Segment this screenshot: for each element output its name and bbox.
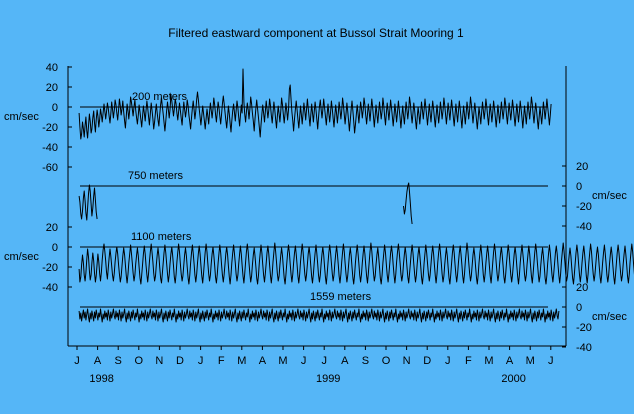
panel-750m: 20 0 -20 -40 cm/sec 750 meters bbox=[78, 161, 627, 233]
y-tick-label: 0 bbox=[576, 181, 582, 193]
y-tick-label: 20 bbox=[576, 161, 588, 173]
y-tick-label: 0 bbox=[52, 102, 58, 114]
series-1559m-line bbox=[78, 308, 560, 323]
y-tick-label: -40 bbox=[576, 221, 592, 233]
unit-label: cm/sec bbox=[592, 190, 627, 202]
series-label: 1559 meters bbox=[310, 291, 372, 303]
y-tick-label: -60 bbox=[42, 162, 58, 174]
y-tick-label: -20 bbox=[42, 122, 58, 134]
depth-panels: 40 20 0 -20 -40 -60 cm/sec 200 meters 20 0 -20 -40 c… bbox=[4, 62, 634, 354]
month-tick-label: A bbox=[259, 355, 267, 367]
chart-title: Filtered eastward component at Bussol St… bbox=[168, 26, 464, 40]
y-tick-label: 20 bbox=[46, 82, 58, 94]
y-tick-label: -40 bbox=[42, 282, 58, 294]
y-tick-label: -40 bbox=[576, 342, 592, 354]
year-label: 1999 bbox=[316, 373, 340, 385]
panel-1559m: 20 0 -20 -40 cm/sec 1559 meters bbox=[78, 282, 627, 354]
y-tick-label: -20 bbox=[576, 201, 592, 213]
month-tick-label: M bbox=[237, 355, 246, 367]
unit-label: cm/sec bbox=[592, 311, 627, 323]
y-tick-label: -20 bbox=[42, 262, 58, 274]
month-tick-label: O bbox=[135, 355, 144, 367]
y-tick-label: 0 bbox=[576, 302, 582, 314]
month-tick-label: S bbox=[362, 355, 369, 367]
series-label: 200 meters bbox=[132, 91, 188, 103]
month-tick-label: J bbox=[74, 355, 80, 367]
series-1100m-line bbox=[78, 242, 634, 285]
month-tick-label: D bbox=[423, 355, 431, 367]
month-tick-label: A bbox=[341, 355, 349, 367]
month-tick-label: N bbox=[403, 355, 411, 367]
panel-1100m: 20 0 -20 -40 cm/sec 1100 meters bbox=[4, 222, 634, 294]
month-tick-label: J bbox=[198, 355, 204, 367]
month-tick-label: S bbox=[115, 355, 122, 367]
series-750m-line bbox=[78, 184, 98, 221]
month-tick-label: F bbox=[218, 355, 225, 367]
y-tick-label: -20 bbox=[576, 322, 592, 334]
month-tick-label: J bbox=[321, 355, 327, 367]
y-tick-label: 40 bbox=[46, 62, 58, 74]
y-tick-label: -40 bbox=[42, 142, 58, 154]
series-200m-line bbox=[78, 68, 552, 140]
month-tick-label: N bbox=[155, 355, 163, 367]
y-tick-label: 20 bbox=[576, 282, 588, 294]
series-label: 1100 meters bbox=[131, 231, 192, 243]
month-tick-label: M bbox=[526, 355, 535, 367]
year-label: 2000 bbox=[501, 373, 525, 385]
series-750m-line bbox=[403, 182, 413, 225]
month-tick-label: M bbox=[484, 355, 493, 367]
y-tick-label: 20 bbox=[46, 222, 58, 234]
series-label: 750 meters bbox=[128, 170, 184, 182]
panel-200m: 40 20 0 -20 -40 -60 cm/sec 200 meters bbox=[4, 62, 552, 174]
month-tick-label: J bbox=[301, 355, 307, 367]
month-tick-label: D bbox=[176, 355, 184, 367]
month-tick-label: M bbox=[278, 355, 287, 367]
month-tick-label: J bbox=[445, 355, 451, 367]
y-tick-label: 0 bbox=[52, 242, 58, 254]
unit-label: cm/sec bbox=[4, 251, 39, 263]
month-tick-label: O bbox=[382, 355, 391, 367]
year-label: 1998 bbox=[89, 373, 113, 385]
month-tick-label: J bbox=[548, 355, 554, 367]
month-tick-label: F bbox=[465, 355, 472, 367]
month-tick-label: A bbox=[94, 355, 102, 367]
month-tick-label: A bbox=[506, 355, 514, 367]
unit-label: cm/sec bbox=[4, 111, 39, 123]
